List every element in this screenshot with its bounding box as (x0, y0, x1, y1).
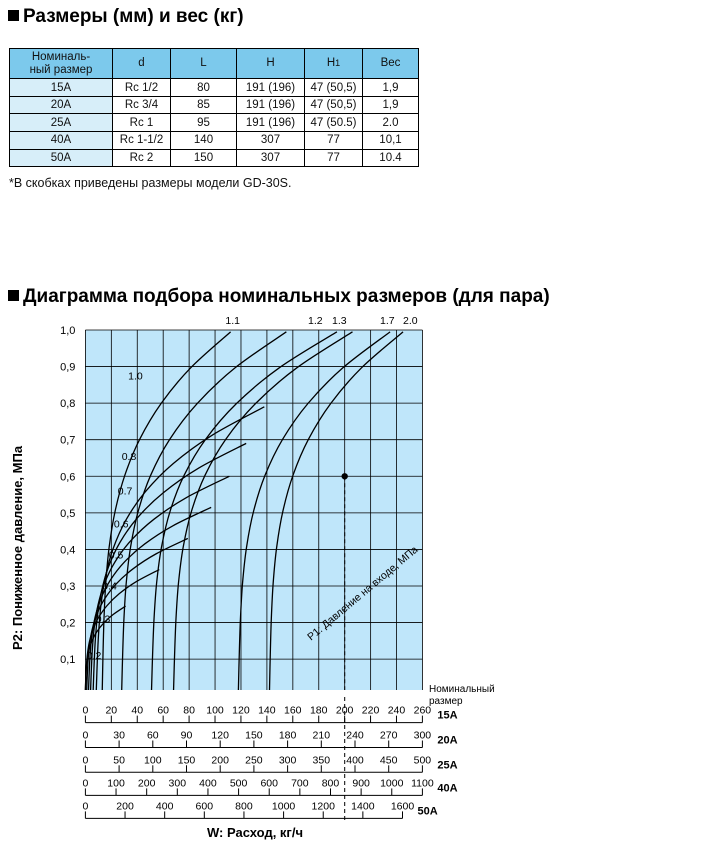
svg-text:40A: 40A (437, 782, 457, 794)
svg-text:0: 0 (82, 730, 88, 742)
svg-text:600: 600 (196, 800, 214, 812)
svg-text:700: 700 (291, 777, 309, 789)
svg-text:140: 140 (258, 705, 276, 717)
svg-text:120: 120 (232, 705, 250, 717)
svg-text:100: 100 (144, 754, 162, 766)
svg-text:180: 180 (310, 705, 328, 717)
svg-text:40: 40 (131, 705, 143, 717)
svg-text:100: 100 (107, 777, 125, 789)
svg-text:20: 20 (105, 705, 117, 717)
svg-text:220: 220 (362, 705, 380, 717)
svg-text:0: 0 (82, 777, 88, 789)
svg-text:1000: 1000 (380, 777, 404, 789)
svg-text:900: 900 (352, 777, 370, 789)
svg-text:60: 60 (157, 705, 169, 717)
svg-text:400: 400 (346, 754, 364, 766)
svg-text:90: 90 (181, 730, 193, 742)
svg-text:1100: 1100 (411, 777, 434, 789)
svg-text:160: 160 (284, 705, 302, 717)
svg-text:600: 600 (260, 777, 278, 789)
svg-text:240: 240 (346, 730, 364, 742)
svg-text:80: 80 (183, 705, 195, 717)
svg-text:1400: 1400 (351, 800, 375, 812)
svg-text:250: 250 (245, 754, 263, 766)
svg-text:300: 300 (169, 777, 187, 789)
svg-text:0: 0 (82, 754, 88, 766)
svg-text:1000: 1000 (272, 800, 296, 812)
svg-text:15A: 15A (437, 710, 457, 722)
svg-text:1600: 1600 (391, 800, 415, 812)
svg-text:30: 30 (113, 730, 125, 742)
svg-text:200: 200 (336, 705, 354, 717)
svg-text:300: 300 (279, 754, 297, 766)
svg-text:200: 200 (116, 800, 134, 812)
svg-text:400: 400 (156, 800, 174, 812)
svg-text:800: 800 (235, 800, 253, 812)
svg-text:800: 800 (322, 777, 340, 789)
svg-text:25A: 25A (437, 759, 457, 771)
svg-text:300: 300 (414, 730, 432, 742)
svg-text:150: 150 (178, 754, 196, 766)
svg-text:210: 210 (313, 730, 331, 742)
svg-text:60: 60 (147, 730, 159, 742)
svg-text:270: 270 (380, 730, 398, 742)
svg-text:0: 0 (82, 705, 88, 717)
svg-text:240: 240 (388, 705, 406, 717)
svg-text:0: 0 (82, 800, 88, 812)
svg-text:500: 500 (414, 754, 432, 766)
svg-text:200: 200 (138, 777, 156, 789)
svg-text:350: 350 (313, 754, 331, 766)
svg-text:180: 180 (279, 730, 297, 742)
svg-text:20A: 20A (437, 735, 457, 747)
svg-text:100: 100 (206, 705, 224, 717)
svg-text:50A: 50A (418, 805, 438, 817)
svg-text:400: 400 (199, 777, 217, 789)
svg-text:1200: 1200 (312, 800, 336, 812)
svg-text:120: 120 (211, 730, 229, 742)
svg-text:50: 50 (113, 754, 125, 766)
svg-text:500: 500 (230, 777, 248, 789)
svg-text:450: 450 (380, 754, 398, 766)
svg-text:200: 200 (211, 754, 229, 766)
svg-text:150: 150 (245, 730, 263, 742)
